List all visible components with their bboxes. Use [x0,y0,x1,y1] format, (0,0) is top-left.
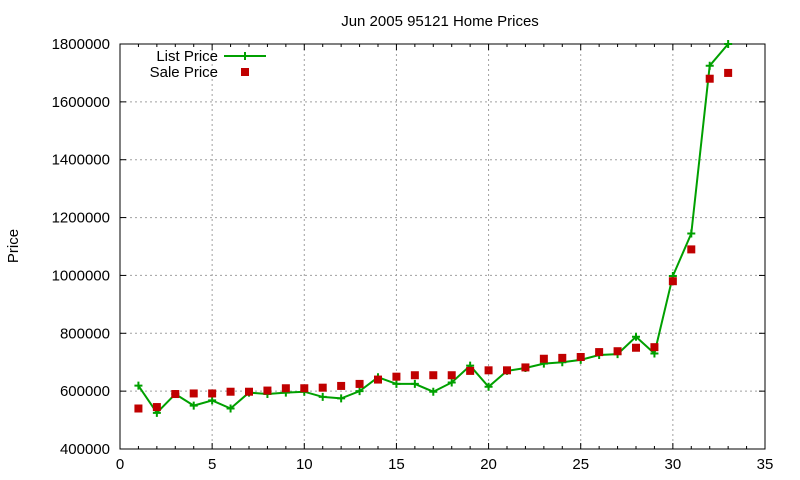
sale-price-point [668,277,677,286]
sale-price-point [281,384,290,393]
y-tick-label: 1800000 [52,36,110,53]
list-price-point [355,387,364,396]
sale-price-point [539,354,548,363]
x-tick-label: 0 [116,456,124,473]
legend: List Price Sale Price [150,48,266,81]
sale-price-point [429,371,438,380]
y-axis-label: Price [5,229,22,263]
list-price-point [226,404,235,413]
grid [120,44,765,449]
y-tick-label: 600000 [60,383,110,400]
y-tick-label: 1400000 [52,152,110,169]
y-tick-label: 400000 [60,441,110,458]
list-price-point [410,379,419,388]
sale-price-point [724,68,733,77]
y-tick-label: 800000 [60,325,110,342]
legend-swatch-sale-price [241,68,249,76]
sale-price-point [374,375,382,384]
chart-title: Jun 2005 95121 Home Prices [341,13,539,30]
list-price-point [318,392,327,401]
x-tick-label: 5 [208,456,216,473]
sale-price-point [355,379,364,388]
sale-price-point [208,389,217,398]
sale-price-point [558,353,567,362]
series-layer [134,40,733,417]
y-tick-label: 1000000 [52,267,110,284]
sale-price-point [152,403,161,412]
sale-price-point [300,384,309,393]
sale-price-point [705,74,714,83]
list-price-point [189,401,198,410]
sale-price-point [687,245,696,254]
sale-price-point [650,343,659,352]
legend-marker-list-price [241,52,249,60]
y-tick-label: 1600000 [52,94,110,111]
sale-price-point [226,387,235,396]
sale-price-point [576,353,585,362]
list-price-point [337,394,346,403]
axis-ticks: 0 5 10 15 20 25 30 35 400000 600000 800000 1000000 1… [52,36,774,473]
list-price-point [429,387,438,396]
list-price-point [724,40,733,48]
x-tick-label: 20 [480,456,497,473]
x-tick-label: 30 [665,456,682,473]
list-price-point [447,378,456,387]
x-tick-label: 25 [572,456,589,473]
legend-label-list-price: List Price [156,48,218,65]
sale-price-point [263,386,272,395]
list-price-point [392,379,401,388]
list-price-point [208,396,217,405]
list-price-point [484,382,493,391]
list-price-point [705,61,714,70]
x-tick-label: 10 [296,456,313,473]
sale-price-point [466,366,475,375]
sale-price-point [613,347,622,356]
sale-price-point [392,372,401,381]
sale-price-point [632,343,640,352]
sale-price-point [484,366,493,375]
sale-price-point [171,390,180,399]
y-tick-label: 1200000 [52,210,110,227]
sale-price-point [447,371,456,380]
sale-price-point [245,387,253,396]
series-line-list-price [137,43,729,415]
sale-price-point [337,381,346,390]
sale-price-point [503,366,511,375]
sale-price-point [410,371,419,380]
sale-price-point [595,348,604,357]
sale-price-point [189,389,198,398]
x-tick-label: 15 [388,456,405,473]
list-price-point [687,229,696,238]
x-tick-label: 35 [757,456,774,473]
list-price-point [632,332,640,341]
legend-label-sale-price: Sale Price [150,64,218,81]
plot-frame [119,43,766,450]
sale-price-point [521,363,530,372]
list-price-point [134,381,143,390]
sale-price-point [134,404,143,413]
sale-price-point [318,383,327,392]
